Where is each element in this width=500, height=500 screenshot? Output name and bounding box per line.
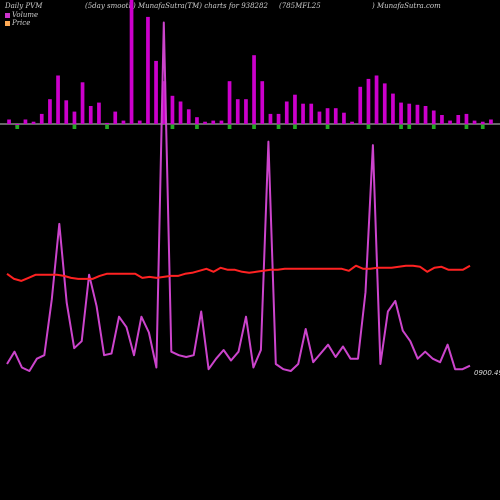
volume-bar	[284, 101, 289, 124]
volume-bar	[333, 108, 338, 124]
volume-bar	[301, 103, 305, 124]
volume-bar	[48, 99, 52, 124]
volume-down-bar	[325, 125, 330, 129]
volume-bar	[382, 83, 387, 124]
volume-bar	[64, 100, 69, 124]
volume-bar	[317, 111, 322, 124]
volume-down-bar	[195, 125, 199, 129]
volume-bar	[56, 75, 60, 124]
volume-bar	[407, 103, 412, 124]
last-price-label: 0900.49	[474, 369, 500, 377]
volume-down-bar	[431, 125, 436, 129]
price-swatch	[5, 20, 10, 26]
volume-bar	[31, 121, 36, 124]
volume-bar	[244, 99, 248, 124]
volume-bar	[415, 104, 420, 124]
volume-bar	[129, 0, 134, 124]
volume-down-bar	[464, 125, 469, 129]
volume-down-bar	[480, 125, 485, 129]
volume-bar	[260, 81, 265, 124]
volume-down-bar	[72, 125, 77, 129]
volume-down-bar	[105, 125, 109, 129]
volume-down-bar	[227, 125, 232, 129]
volume-bar	[113, 111, 118, 124]
volume-bar	[358, 86, 363, 124]
volume-bar	[72, 111, 77, 124]
volume-bar	[97, 102, 101, 124]
volume-bar	[431, 110, 436, 124]
volume-bar	[464, 113, 469, 124]
volume-bar	[480, 121, 485, 124]
volume-bar	[146, 16, 150, 124]
volume-bar	[399, 102, 403, 124]
volume-down-bar	[170, 125, 175, 129]
volume-down-bar	[366, 125, 371, 129]
volume-bar	[7, 119, 11, 124]
volume-bar	[154, 60, 158, 124]
site-name: ) MunafaSutra.com	[372, 2, 441, 10]
volume-bar	[456, 115, 461, 124]
volume-bar	[88, 106, 93, 124]
volume-bar	[391, 93, 395, 124]
volume-bar	[342, 112, 346, 124]
volume-bar	[472, 120, 477, 124]
volume-swatch	[5, 12, 10, 18]
volume-down-bar	[276, 125, 281, 129]
volume-bar	[195, 117, 199, 124]
volume-bar	[350, 121, 354, 124]
volume-down-bar	[407, 125, 412, 129]
volume-bar	[252, 55, 256, 125]
volume-bar	[219, 120, 224, 124]
volume-bar	[293, 94, 297, 124]
volume-bar	[121, 120, 126, 124]
legend-price-label: Price	[12, 19, 31, 27]
volume-bar	[448, 120, 452, 124]
volume-bar	[489, 119, 493, 124]
volume-down-bar	[15, 125, 20, 129]
security-code: (785MFL25	[279, 2, 321, 10]
volume-bar	[203, 121, 207, 124]
volume-bar	[227, 81, 232, 124]
legend-price: Price	[5, 19, 38, 27]
volume-bar	[309, 103, 314, 124]
volume-bar	[276, 113, 281, 124]
volume-down-bar	[399, 125, 403, 129]
volume-bar	[23, 119, 28, 124]
volume-bar	[186, 109, 191, 124]
volume-bar	[162, 81, 167, 124]
volume-bar	[178, 101, 183, 124]
volume-bar	[268, 113, 273, 124]
volume-bar	[440, 115, 444, 124]
volume-bar	[170, 95, 175, 124]
price-line	[6, 264, 471, 282]
chart-title: (5day smooth) MunafaSutra(TM) charts for…	[85, 2, 268, 10]
volume-bar	[137, 120, 142, 124]
legend-volume-label: Volume	[12, 11, 39, 19]
volume-bar	[366, 78, 371, 124]
volume-bar	[423, 106, 428, 124]
chart-type-label: Daily PVM	[5, 2, 43, 10]
volume-bar	[235, 99, 240, 124]
volume-down-bar	[252, 125, 256, 129]
volume-smooth-line	[6, 21, 471, 372]
volume-bar	[325, 108, 330, 124]
volume-bar	[374, 75, 379, 124]
volume-bar	[39, 113, 44, 124]
legend: Volume Price	[5, 11, 38, 27]
volume-bar	[211, 120, 216, 124]
volume-down-bar	[293, 125, 297, 129]
legend-volume: Volume	[5, 11, 38, 19]
volume-bar	[105, 122, 109, 124]
volume-bar	[80, 82, 85, 124]
